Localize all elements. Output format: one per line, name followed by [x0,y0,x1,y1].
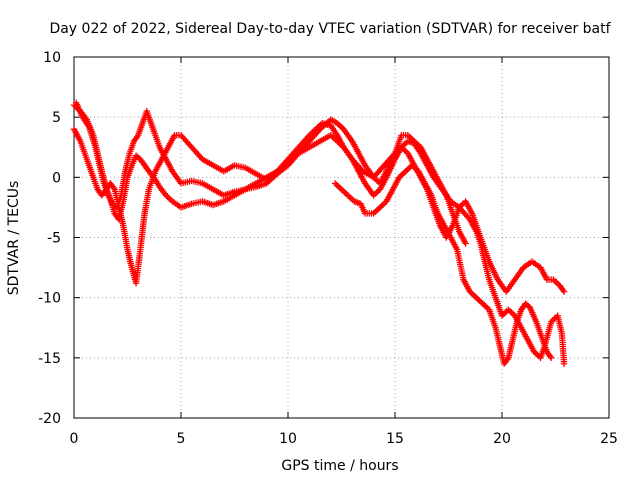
axis-ticks: 0 5 10 15 20 25 -20 -15 -10 -5 0 5 10 [38,50,618,447]
y-tick-label: -15 [38,351,61,367]
data-point [548,354,555,362]
x-axis-label: GPS time / hours [281,458,398,474]
series-track-d [331,162,555,368]
y-axis-label: SDTVAR / TECUs [6,181,22,296]
y-tick-label: -20 [38,411,61,427]
series-track-b [72,99,568,368]
y-tick-label: 0 [52,170,61,186]
x-tick-label: 15 [386,431,404,447]
data-point [560,360,568,368]
data-point [462,240,469,247]
data-markers [70,99,568,368]
y-tick-label: -10 [38,291,61,307]
series-track-c [70,119,568,295]
x-tick-label: 10 [279,431,297,447]
x-tick-label: 25 [600,431,618,447]
y-tick-label: 10 [43,50,61,66]
x-tick-label: 20 [493,431,511,447]
y-tick-label: 5 [52,110,61,126]
x-tick-label: 5 [177,431,186,447]
grid-lines [74,57,609,418]
x-tick-label: 0 [70,431,79,447]
y-tick-label: -5 [47,231,61,247]
data-point [560,288,568,295]
chart-title: Day 022 of 2022, Sidereal Day-to-day VTE… [49,21,611,37]
